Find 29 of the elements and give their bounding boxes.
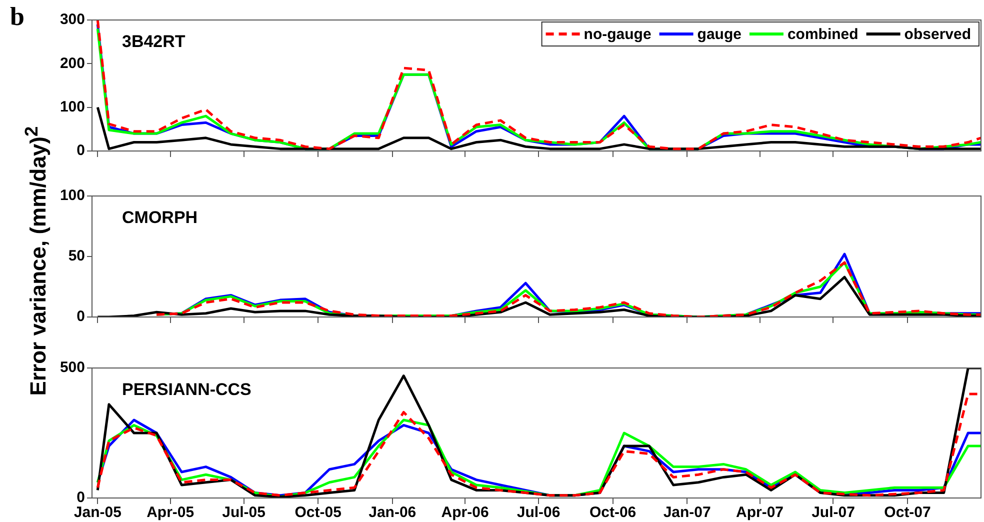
- y-tick-label: 0: [76, 142, 85, 160]
- x-tick-label: Jul-06: [516, 504, 560, 522]
- x-tick-label: Jan-06: [368, 504, 416, 522]
- x-tick-label: Jul-07: [812, 504, 855, 522]
- x-tick-label: Oct-05: [294, 504, 342, 522]
- y-tick-label: 300: [60, 11, 85, 28]
- x-tick-label: Oct-07: [884, 504, 931, 522]
- chart-title: b: [10, 2, 24, 31]
- x-tick-label: Jan-07: [663, 504, 711, 522]
- x-tick-label: Apr-06: [441, 504, 489, 522]
- y-tick-label: 50: [68, 248, 85, 265]
- x-tick-label: Jul-05: [222, 504, 266, 522]
- y-tick-label: 0: [76, 308, 85, 326]
- legend-label: combined: [787, 26, 858, 44]
- x-tick-label: Oct-06: [589, 504, 636, 522]
- y-tick-label: 100: [60, 98, 85, 116]
- legend-label: no-gauge: [584, 26, 652, 44]
- annotation: CMORPH: [122, 208, 198, 228]
- annotation: PERSIANN-CCS: [122, 380, 252, 400]
- x-tick-label: Jan-05: [74, 504, 122, 522]
- legend-label: observed: [904, 26, 972, 44]
- y-tick-label: 100: [60, 187, 85, 204]
- y-tick-label: 500: [60, 359, 85, 376]
- y-tick-label: 200: [60, 54, 85, 72]
- legend-label: gauge: [697, 26, 742, 44]
- y-tick-label: 0: [76, 489, 85, 506]
- x-tick-label: Apr-05: [146, 504, 194, 522]
- annotation: 3B42RT: [122, 32, 186, 52]
- x-tick-label: Apr-07: [736, 504, 784, 522]
